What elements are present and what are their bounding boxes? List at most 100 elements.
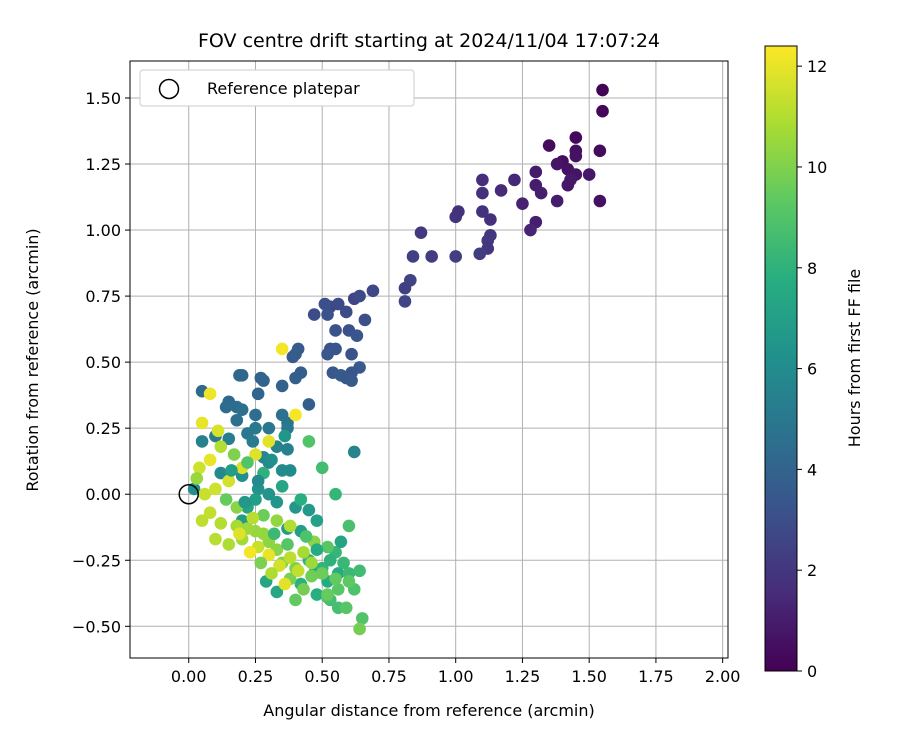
scatter-point: [270, 495, 284, 509]
colorbar-tick-label: 6: [807, 360, 817, 379]
x-axis-ticks: 0.00 0.25 0.50 0.75 1.00 1.25 1.50 1.75 2.00: [171, 658, 741, 686]
scatter-point: [353, 289, 366, 303]
scatter-point: [302, 435, 316, 448]
scatter-point: [265, 567, 278, 580]
scatter-point: [262, 487, 276, 501]
scatter-point: [452, 205, 465, 218]
scatter-point: [238, 495, 252, 509]
scatter-point: [596, 83, 609, 97]
scatter-point: [198, 487, 212, 501]
scatter-point: [219, 493, 233, 506]
scatter-point: [342, 519, 356, 533]
scatter-point: [310, 543, 324, 556]
legend-label: Reference platepar: [207, 79, 360, 98]
scatter-point: [211, 424, 225, 438]
y-tick-label: −0.50: [72, 617, 121, 636]
scatter-point: [305, 556, 318, 570]
scatter-point: [355, 612, 369, 625]
scatter-point: [299, 530, 313, 543]
scatter-point: [398, 281, 412, 295]
scatter-point: [353, 564, 366, 578]
grid-lines: [130, 61, 728, 658]
scatter-point: [203, 506, 217, 520]
scatter-point: [321, 588, 334, 601]
scatter-point: [265, 453, 278, 467]
y-tick-label: 1.25: [85, 155, 121, 174]
scatter-point: [297, 546, 310, 559]
colorbar-tick-label: 0: [807, 662, 817, 681]
scatter-point: [225, 464, 238, 477]
scatter-point: [214, 440, 228, 453]
scatter-point: [350, 329, 364, 343]
y-tick-label: 0.50: [85, 353, 121, 372]
scatter-point: [596, 104, 609, 118]
scatter-point: [297, 583, 310, 596]
scatter-point: [187, 482, 201, 496]
scatter-point: [193, 461, 206, 475]
scatter-point: [195, 416, 209, 430]
scatter-point: [494, 184, 508, 197]
scatter-point: [233, 527, 246, 541]
scatter-point: [214, 516, 228, 530]
scatter-point: [331, 583, 345, 596]
scatter-point: [214, 466, 228, 480]
scatter-point: [222, 538, 236, 551]
scatter-point: [323, 553, 337, 567]
scatter-point: [222, 432, 236, 446]
colorbar-tick-label: 4: [807, 460, 817, 479]
scatter-point: [529, 165, 543, 179]
scatter-point: [249, 493, 262, 506]
scatter-point: [593, 194, 607, 208]
x-tick-label: 1.25: [505, 667, 541, 686]
scatter-point: [275, 379, 289, 393]
x-tick-label: 1.50: [571, 667, 607, 686]
scatter-point: [270, 514, 284, 527]
colorbar-tick-label: 10: [807, 158, 827, 177]
scatter-point: [358, 313, 372, 327]
scatter-point: [195, 435, 209, 448]
scatter-point: [414, 226, 428, 240]
scatter-point: [425, 250, 438, 263]
scatter-point: [569, 149, 583, 163]
scatter-point: [262, 548, 276, 562]
x-axis-label: Angular distance from reference (arcmin): [263, 701, 594, 720]
colorbar-label: Hours from first FF file: [845, 269, 864, 448]
scatter-point: [209, 532, 222, 546]
scatter-point: [315, 461, 329, 475]
data-points: [187, 83, 609, 636]
colorbar-ticks: 0 2 4 6 8 10 12: [797, 57, 827, 681]
scatter-point: [582, 168, 596, 181]
scatter-point: [233, 369, 246, 382]
x-tick-label: 0.25: [238, 667, 274, 686]
legend-box: [139, 69, 415, 107]
y-axis-ticks: −0.50 −0.25 0.00 0.25 0.50 0.75 1.00 1.25 1.50: [72, 89, 130, 636]
x-tick-label: 2.00: [705, 667, 741, 686]
scatter-point: [476, 205, 489, 218]
scatter-point: [289, 347, 302, 361]
plot-frame: [129, 60, 729, 659]
scatter-point: [302, 398, 316, 411]
scatter-point: [315, 567, 329, 580]
scatter-point: [406, 250, 420, 263]
scatter-point: [321, 540, 334, 554]
scatter-point: [275, 342, 289, 356]
scatter-point: [302, 503, 316, 517]
scatter-point: [283, 519, 297, 533]
scatter-point: [569, 131, 583, 144]
scatter-point: [289, 593, 302, 607]
y-tick-label: 1.50: [85, 89, 121, 108]
scatter-point: [203, 387, 217, 401]
scatter-point: [321, 308, 334, 321]
scatter-point: [209, 482, 222, 496]
scatter-point: [227, 448, 241, 461]
scatter-point: [329, 324, 342, 337]
colorbar-gradient: [764, 45, 798, 672]
scatter-point: [534, 186, 548, 200]
x-tick-label: 1.00: [438, 667, 474, 686]
scatter-point: [307, 308, 321, 321]
scatter-point: [476, 186, 489, 200]
y-tick-label: 0.25: [85, 419, 121, 438]
x-tick-label: 0.00: [171, 667, 207, 686]
colorbar-tick-label: 12: [807, 57, 827, 76]
